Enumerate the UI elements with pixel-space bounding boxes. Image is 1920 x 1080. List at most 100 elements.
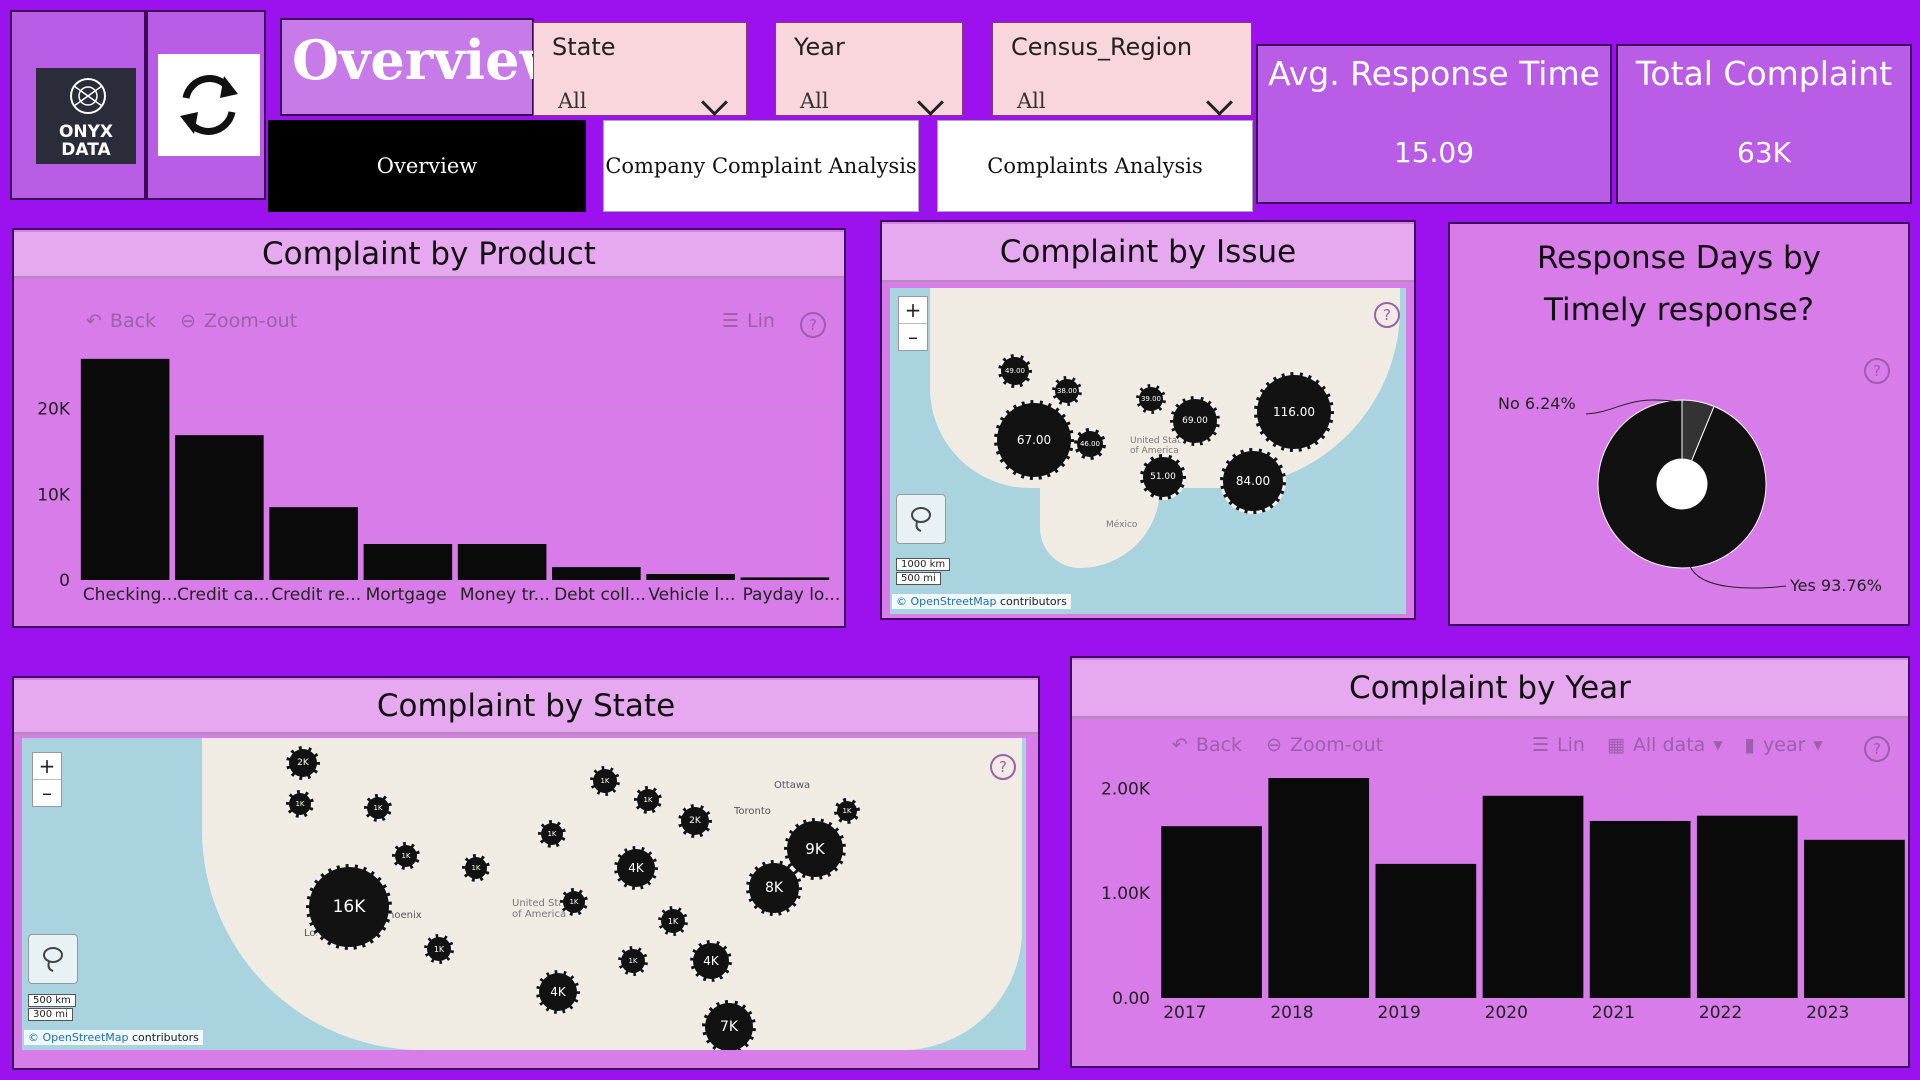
osm-link[interactable]: © OpenStreetMap xyxy=(28,1031,129,1044)
lasso-button[interactable] xyxy=(896,494,946,544)
nav-complaints-analysis-button[interactable]: Complaints Analysis xyxy=(937,120,1253,212)
product-bar[interactable] xyxy=(175,435,264,580)
state-bubble[interactable]: 1K xyxy=(590,766,620,796)
issue-map[interactable]: United States of America México + – 1000… xyxy=(890,288,1406,614)
state-bubble[interactable]: 1K xyxy=(286,790,314,818)
state-bubble[interactable]: 1K xyxy=(560,888,588,916)
zoom-out-button[interactable]: Zoom-out xyxy=(1289,734,1384,756)
state-slicer[interactable]: State All xyxy=(533,22,747,116)
zoom-out-map-button[interactable]: – xyxy=(42,781,52,805)
onyx-logo-icon xyxy=(70,78,106,114)
help-icon[interactable]: ? xyxy=(1864,736,1890,762)
state-map[interactable]: Ottawa Toronto Los Angeles Phoenix Unite… xyxy=(22,738,1026,1050)
help-icon[interactable]: ? xyxy=(1374,302,1400,328)
caret-down-icon[interactable]: ▼ xyxy=(1713,738,1723,752)
nav-overview-button[interactable]: Overview xyxy=(268,120,586,212)
state-bubble[interactable]: 8K xyxy=(746,860,802,916)
zoom-out-button[interactable]: Zoom-out xyxy=(203,310,298,332)
list-icon[interactable]: ☰ xyxy=(1532,734,1550,756)
state-bubble[interactable]: 4K xyxy=(614,846,658,890)
map-label-usa: United States of America xyxy=(1130,436,1191,456)
state-bubble[interactable]: 2K xyxy=(286,746,320,780)
zoom-out-icon[interactable]: ⊖ xyxy=(180,310,196,332)
complaint-by-state-panel: Complaint by State Ottawa Toronto Los An… xyxy=(12,676,1040,1070)
lasso-button[interactable] xyxy=(28,934,78,984)
state-bubble[interactable]: 4K xyxy=(536,970,580,1014)
chevron-down-icon[interactable] xyxy=(1206,89,1233,116)
zoom-out-map-button[interactable]: – xyxy=(908,325,918,349)
back-icon[interactable]: ↶ xyxy=(1172,734,1188,756)
refresh-button[interactable] xyxy=(158,54,260,156)
state-bubble[interactable]: 1K xyxy=(462,854,490,882)
list-icon[interactable]: ☰ xyxy=(722,310,740,332)
product-bar[interactable] xyxy=(80,358,170,580)
product-bar[interactable] xyxy=(457,544,547,580)
state-bubble[interactable]: 1K xyxy=(538,820,566,848)
census-region-slicer[interactable]: Census_Region All xyxy=(992,22,1252,116)
zoom-in-button[interactable]: + xyxy=(899,297,927,324)
product-bar[interactable] xyxy=(269,507,358,580)
issue-bubble[interactable]: 38.00 xyxy=(1052,376,1082,406)
product-bar[interactable] xyxy=(363,544,453,580)
year-bar[interactable] xyxy=(1589,820,1691,998)
product-bar[interactable] xyxy=(740,577,830,580)
year-bar[interactable] xyxy=(1268,778,1370,998)
state-bubble[interactable]: 7K xyxy=(702,1000,756,1050)
map-zoom-control[interactable]: + – xyxy=(32,752,62,807)
lin-button[interactable]: Lin xyxy=(1557,734,1585,756)
issue-bubble[interactable]: 39.00 xyxy=(1136,384,1166,414)
year-ytick: 0.00 xyxy=(1112,989,1150,1009)
state-bubble[interactable]: 2K xyxy=(678,804,712,838)
issue-bubble[interactable]: 84.00 xyxy=(1220,448,1286,514)
state-bubble[interactable]: 1K xyxy=(834,798,860,824)
year-bar[interactable] xyxy=(1696,815,1798,998)
zoom-in-button[interactable]: + xyxy=(33,753,61,780)
year-bar[interactable] xyxy=(1375,863,1477,998)
back-button[interactable]: Back xyxy=(1195,734,1243,756)
nav-company-analysis-button[interactable]: Company Complaint Analysis xyxy=(603,120,919,212)
issue-bubble[interactable]: 67.00 xyxy=(994,400,1074,480)
back-button[interactable]: Back xyxy=(109,310,157,332)
issue-bubble[interactable]: 116.00 xyxy=(1254,372,1334,452)
caret-down-icon[interactable]: ▼ xyxy=(1813,738,1823,752)
help-icon[interactable]: ? xyxy=(800,312,826,338)
attribution-text: contributors xyxy=(996,595,1067,608)
issue-bubble[interactable]: 51.00 xyxy=(1140,454,1186,500)
all-data-button[interactable]: All data xyxy=(1632,734,1706,756)
bubble-label: 2K xyxy=(297,758,309,768)
issue-bubble[interactable]: 69.00 xyxy=(1170,396,1220,446)
issue-bubble[interactable]: 49.00 xyxy=(998,354,1032,388)
lin-button[interactable]: Lin xyxy=(747,310,775,332)
state-bubble[interactable]: 1K xyxy=(424,934,454,964)
state-bubble[interactable]: 1K xyxy=(392,842,420,870)
year-slicer[interactable]: Year All xyxy=(775,22,963,116)
product-ytick: 0 xyxy=(59,571,70,591)
osm-link[interactable]: © OpenStreetMap xyxy=(896,595,997,608)
back-icon[interactable]: ↶ xyxy=(86,310,102,332)
year-bar[interactable] xyxy=(1804,839,1905,998)
state-bubble[interactable]: 16K xyxy=(306,864,392,950)
bar-chart-icon[interactable]: ▮ xyxy=(1744,734,1756,756)
state-bubble[interactable]: 1K xyxy=(658,906,688,936)
year-ytick: 1.00K xyxy=(1101,884,1151,904)
chevron-down-icon[interactable] xyxy=(701,89,728,116)
chevron-down-icon[interactable] xyxy=(917,89,944,116)
state-bubble[interactable]: 1K xyxy=(364,794,392,822)
help-icon[interactable]: ? xyxy=(1864,358,1890,384)
calendar-icon[interactable]: ▦ xyxy=(1606,734,1625,756)
state-bubble[interactable]: 1K xyxy=(634,786,662,814)
year-dropdown[interactable]: year xyxy=(1763,734,1806,756)
state-bubble[interactable]: 1K xyxy=(618,946,648,976)
onyx-logo: ONYX DATA xyxy=(36,68,136,164)
year-xtick: 2019 xyxy=(1378,1003,1421,1023)
product-bar[interactable] xyxy=(646,574,735,580)
state-bubble[interactable]: 4K xyxy=(690,940,732,982)
zoom-out-icon[interactable]: ⊖ xyxy=(1266,734,1282,756)
help-icon[interactable]: ? xyxy=(990,754,1016,780)
year-bar[interactable] xyxy=(1161,826,1262,998)
year-bar[interactable] xyxy=(1482,795,1584,998)
map-scale-km: 500 km xyxy=(28,994,76,1007)
product-bar[interactable] xyxy=(552,567,641,580)
issue-bubble[interactable]: 46.00 xyxy=(1074,428,1106,460)
map-zoom-control[interactable]: + – xyxy=(898,296,928,351)
